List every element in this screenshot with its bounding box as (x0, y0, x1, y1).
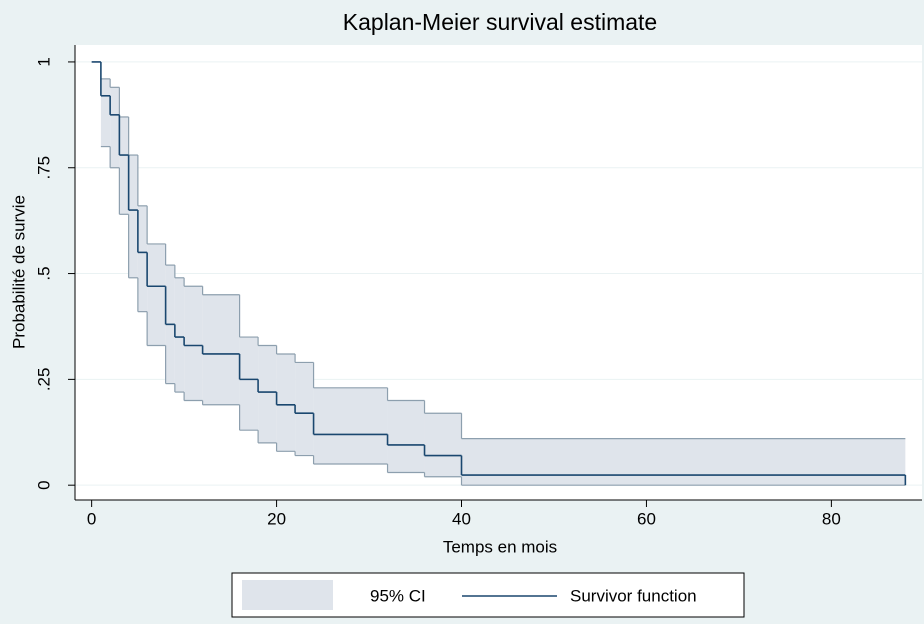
ci-band (313, 387, 388, 465)
ci-band (461, 438, 906, 486)
ci-band (295, 362, 314, 456)
x-tick-label: 40 (452, 509, 471, 528)
ci-band (202, 294, 240, 405)
ci-band (174, 277, 185, 393)
legend-label: Survivor function (570, 586, 697, 605)
ci-band (110, 87, 120, 168)
ci-band (147, 243, 166, 346)
x-tick-label: 60 (637, 509, 656, 528)
x-tick-label: 20 (267, 509, 286, 528)
ci-band (128, 155, 138, 278)
ci-band (137, 205, 148, 312)
ci-band (276, 353, 296, 452)
ci-band (239, 337, 259, 431)
y-tick-label: 1 (34, 57, 53, 66)
plot-area (75, 45, 922, 500)
y-tick-label: .25 (34, 368, 53, 392)
ci-band (100, 78, 111, 147)
y-axis-label: Probabilité de survie (9, 195, 28, 349)
y-tick-label: 0 (34, 480, 53, 489)
legend-swatch (242, 580, 333, 610)
x-tick-label: 80 (822, 509, 841, 528)
x-axis-label: Temps en mois (443, 537, 557, 556)
ci-band (424, 413, 462, 477)
y-tick-label: .5 (34, 266, 53, 280)
x-tick-label: 0 (87, 509, 96, 528)
legend-label: 95% CI (370, 586, 426, 605)
chart-title: Kaplan-Meier survival estimate (343, 9, 657, 35)
ci-band (119, 116, 129, 215)
y-tick-label: .75 (34, 156, 53, 180)
ci-band (258, 345, 277, 443)
ci-band (184, 286, 203, 401)
ci-band (387, 400, 425, 473)
